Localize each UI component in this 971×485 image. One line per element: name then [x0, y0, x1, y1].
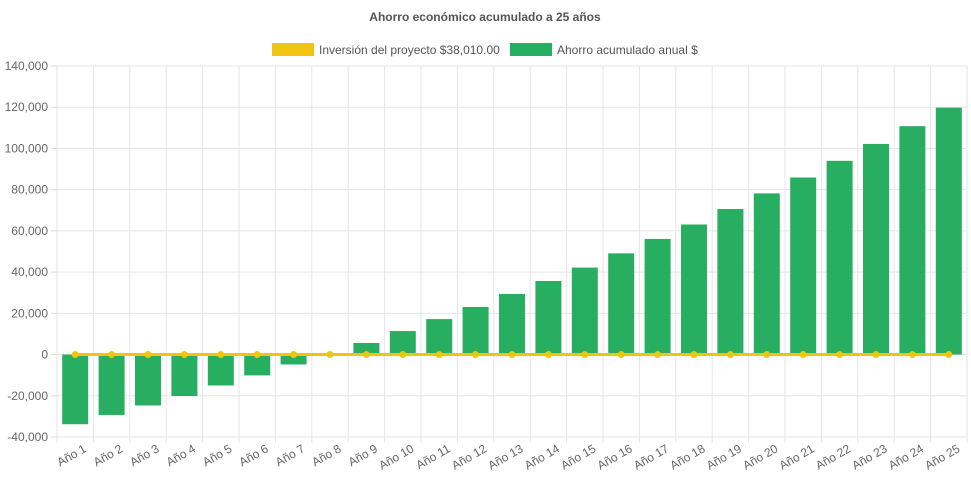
bar[interactable] [135, 354, 161, 406]
bar[interactable] [753, 193, 780, 355]
y-tick-label: -40,000 [7, 430, 48, 444]
bar[interactable] [462, 306, 489, 355]
x-tick-label: Año 3 [127, 441, 161, 469]
x-tick-label: Año 11 [414, 441, 453, 472]
line-point[interactable] [180, 351, 188, 359]
x-tick-label: Año 24 [886, 441, 926, 472]
x-tick-label: Año 17 [631, 441, 671, 472]
y-tick-label: 0 [41, 348, 48, 362]
legend-swatch-investment [272, 43, 314, 56]
legend: Inversión del proyecto $38,010.00 Ahorro… [272, 43, 698, 57]
bar[interactable] [98, 354, 125, 415]
y-tick-label: -20,000 [7, 389, 48, 403]
line-point[interactable] [217, 351, 225, 359]
y-tick-label: 140,000 [5, 59, 49, 73]
line-point[interactable] [71, 351, 79, 359]
grid [56, 65, 968, 443]
y-tick-label: 20,000 [11, 306, 48, 320]
bar[interactable] [717, 209, 744, 355]
line-point[interactable] [726, 351, 734, 359]
bar[interactable] [171, 354, 198, 396]
bar[interactable] [535, 280, 562, 355]
line-point[interactable] [472, 351, 480, 359]
line-point[interactable] [654, 351, 662, 359]
line-point[interactable] [399, 351, 407, 359]
line-point[interactable] [544, 351, 552, 359]
line-point[interactable] [144, 351, 152, 359]
legend-item-investment[interactable]: Inversión del proyecto $38,010.00 [272, 43, 500, 57]
x-tick-label: Año 13 [486, 441, 526, 472]
x-tick-label: Año 15 [558, 441, 598, 472]
x-tick-label: Año 18 [668, 441, 708, 472]
line-point[interactable] [617, 351, 625, 359]
line-point[interactable] [362, 351, 370, 359]
line-point[interactable] [326, 351, 334, 359]
line-point[interactable] [581, 351, 589, 359]
bar[interactable] [353, 343, 380, 355]
line-point[interactable] [945, 351, 953, 359]
bar[interactable] [863, 143, 889, 355]
bar[interactable] [644, 238, 671, 355]
x-tick-label: Año 6 [237, 441, 271, 469]
bar-series [62, 107, 962, 425]
bar[interactable] [62, 354, 89, 425]
bar[interactable] [244, 354, 271, 376]
x-tick-label: Año 7 [273, 441, 307, 469]
bar[interactable] [426, 319, 453, 355]
legend-label-savings: Ahorro acumulado anual $ [557, 43, 698, 57]
bar[interactable] [899, 126, 926, 355]
bar[interactable] [681, 224, 707, 355]
x-tick-label: Año 9 [346, 441, 380, 469]
y-axis: 140,000 120,000 100,000 80,000 60,000 40,000 2… [5, 59, 57, 444]
bar[interactable] [207, 354, 234, 386]
x-tick-label: Año 20 [740, 441, 780, 472]
x-tick-label: Año 14 [522, 441, 562, 472]
y-tick-label: 60,000 [11, 224, 48, 238]
legend-item-savings[interactable]: Ahorro acumulado anual $ [510, 43, 698, 57]
bar[interactable] [389, 331, 416, 355]
x-tick-label: Año 8 [309, 441, 343, 469]
line-point[interactable] [799, 351, 807, 359]
x-tick-label: Año 16 [595, 441, 635, 472]
legend-swatch-savings [510, 43, 552, 56]
y-tick-label: 40,000 [11, 265, 48, 279]
line-point[interactable] [508, 351, 516, 359]
line-series [71, 351, 953, 359]
legend-label-investment: Inversión del proyecto $38,010.00 [319, 43, 500, 57]
line-point[interactable] [908, 351, 916, 359]
x-axis: Año 1 Año 2 Año 3 Año 4 Año 5 Año 6 Año 7 Año 8… [55, 441, 963, 472]
bar[interactable] [790, 177, 817, 355]
y-tick-label: 100,000 [5, 141, 49, 155]
line-point[interactable] [290, 351, 298, 359]
x-tick-label: Año 1 [55, 441, 89, 469]
bar[interactable] [571, 267, 598, 355]
line-point[interactable] [253, 351, 261, 359]
bar[interactable] [608, 253, 635, 355]
line-point[interactable] [108, 351, 116, 359]
x-tick-label: Año 19 [704, 441, 744, 472]
line-point[interactable] [435, 351, 443, 359]
x-tick-label: Año 2 [91, 441, 125, 469]
line-point[interactable] [872, 351, 880, 359]
x-tick-label: Año 4 [164, 441, 198, 469]
x-tick-label: Año 10 [376, 441, 416, 472]
y-tick-label: 120,000 [5, 100, 49, 114]
line-point[interactable] [836, 351, 844, 359]
bar[interactable] [826, 160, 853, 355]
x-tick-label: Año 23 [850, 441, 890, 472]
y-tick-label: 80,000 [11, 183, 48, 197]
bar[interactable] [280, 354, 307, 365]
chart-title: Ahorro económico acumulado a 25 años [369, 10, 601, 24]
line-point[interactable] [763, 351, 771, 359]
x-tick-label: Año 25 [922, 441, 962, 472]
bar[interactable] [499, 293, 525, 355]
x-tick-label: Año 21 [777, 441, 817, 472]
line-point[interactable] [690, 351, 698, 359]
bar[interactable] [935, 107, 962, 355]
x-tick-label: Año 5 [200, 441, 234, 469]
x-tick-label: Año 22 [813, 441, 853, 472]
x-tick-label: Año 12 [449, 441, 489, 472]
